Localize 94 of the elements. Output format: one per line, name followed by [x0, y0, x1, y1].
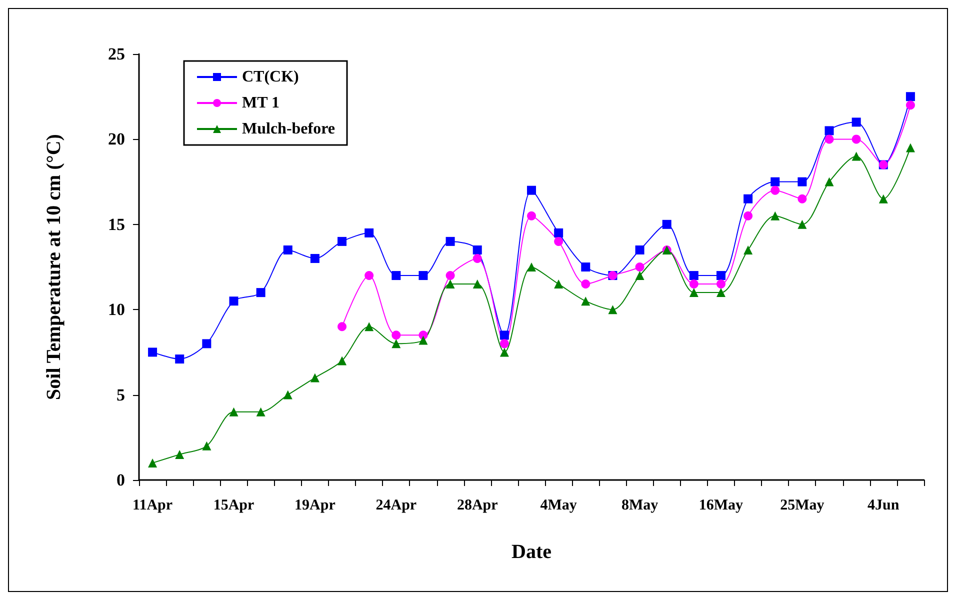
- point: [852, 152, 861, 161]
- point: [364, 271, 374, 280]
- x-tick-label: 11Apr: [132, 498, 173, 514]
- point: [581, 280, 590, 289]
- point: [554, 236, 564, 246]
- point: [229, 296, 238, 306]
- point: [472, 245, 482, 254]
- point: [770, 211, 780, 220]
- point: [744, 194, 753, 204]
- x-tick-label: 15Apr: [213, 498, 254, 514]
- point: [364, 322, 374, 332]
- point: [554, 228, 564, 238]
- point: [527, 211, 536, 220]
- y-tick-label: 15: [108, 214, 125, 234]
- point: [202, 441, 212, 450]
- point: [635, 245, 644, 254]
- point: [338, 322, 347, 332]
- point: [906, 92, 915, 102]
- y-tick-label: 10: [108, 300, 125, 320]
- point: [852, 118, 861, 127]
- point: [689, 271, 698, 280]
- x-tick-label: 8May: [621, 498, 659, 514]
- point: [392, 339, 401, 348]
- point: [906, 143, 915, 152]
- x-tick-label: 19Apr: [294, 498, 336, 514]
- point: [229, 407, 238, 416]
- point: [798, 194, 807, 204]
- point: [202, 339, 212, 348]
- point: [716, 288, 726, 298]
- point: [527, 262, 536, 272]
- point: [392, 330, 401, 340]
- point: [148, 458, 158, 468]
- point: [446, 280, 455, 289]
- point: [554, 280, 564, 289]
- y-axis-title: Soil Temperature at 10 cm (°C): [43, 134, 65, 400]
- point: [256, 407, 266, 416]
- point: [310, 254, 320, 263]
- point: [364, 228, 374, 238]
- point: [472, 254, 482, 263]
- point: [581, 262, 590, 272]
- point: [689, 288, 698, 298]
- point: [770, 177, 780, 186]
- y-tick-label: 25: [108, 44, 125, 64]
- point: [527, 186, 536, 195]
- point: [662, 220, 672, 229]
- point: [798, 177, 807, 186]
- x-tick-label: 25May: [780, 498, 825, 514]
- point: [500, 330, 509, 340]
- point: [148, 348, 158, 357]
- point: [446, 236, 455, 246]
- point: [446, 271, 455, 280]
- point: [635, 262, 644, 272]
- point: [824, 126, 834, 136]
- point: [418, 271, 428, 280]
- point: [283, 390, 292, 400]
- x-tick-label: 4Jun: [868, 498, 900, 514]
- point: [689, 280, 698, 289]
- point: [175, 450, 184, 459]
- point: [770, 186, 780, 195]
- x-tick-label: 24Apr: [376, 498, 417, 514]
- point: [338, 236, 347, 246]
- point: [878, 194, 888, 204]
- point: [852, 134, 861, 144]
- point: [798, 220, 807, 229]
- point: [635, 271, 644, 280]
- point: [392, 271, 401, 280]
- point: [472, 280, 482, 289]
- point: [338, 356, 347, 366]
- point: [744, 245, 753, 254]
- point: [256, 288, 266, 298]
- point: [608, 305, 618, 314]
- point: [824, 177, 834, 186]
- y-tick-label: 0: [116, 470, 125, 490]
- point: [283, 245, 292, 254]
- legend-label: MT 1: [242, 94, 280, 112]
- point: [716, 280, 726, 289]
- x-tick-label: 28Apr: [456, 498, 498, 514]
- point: [906, 100, 915, 110]
- point: [310, 373, 320, 382]
- x-axis-title: Date: [512, 541, 552, 563]
- x-tick-label: 4May: [540, 498, 578, 514]
- point: [500, 348, 509, 357]
- legend-label: CT(CK): [242, 68, 299, 86]
- point: [581, 296, 590, 306]
- x-tick-label: 16May: [698, 498, 744, 514]
- point: [716, 271, 726, 280]
- point: [500, 339, 509, 348]
- point: [175, 354, 184, 364]
- y-tick-label: 20: [108, 130, 125, 149]
- point: [744, 211, 753, 220]
- point: [824, 134, 834, 144]
- y-tick-label: 5: [116, 385, 125, 404]
- point: [418, 336, 428, 345]
- legend-label: Mulch-before: [242, 120, 336, 138]
